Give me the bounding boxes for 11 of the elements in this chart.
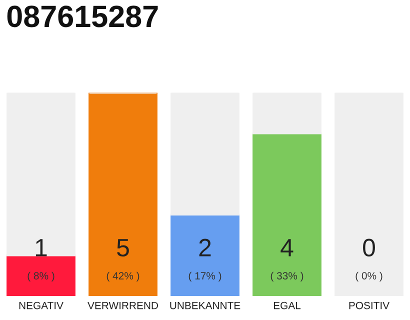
data-label: 4 ( 33% ) [270,239,304,282]
data-label: 5 ( 42% ) [106,239,140,282]
x-tick-label: UNBEKANNTE [170,302,240,310]
x-tick-label: POSITIV [349,302,390,310]
data-label: 2 ( 17% ) [188,238,222,282]
chart-title: 087615287 [7,6,158,28]
data-label: 1 ( 8% ) [28,239,54,282]
data-label: 0 ( 0% ) [356,238,382,282]
x-tick-label: VERWIRREND [88,302,158,310]
x-tick-label: NEGATIV [19,302,64,310]
x-tick-label: EGAL [274,302,301,310]
